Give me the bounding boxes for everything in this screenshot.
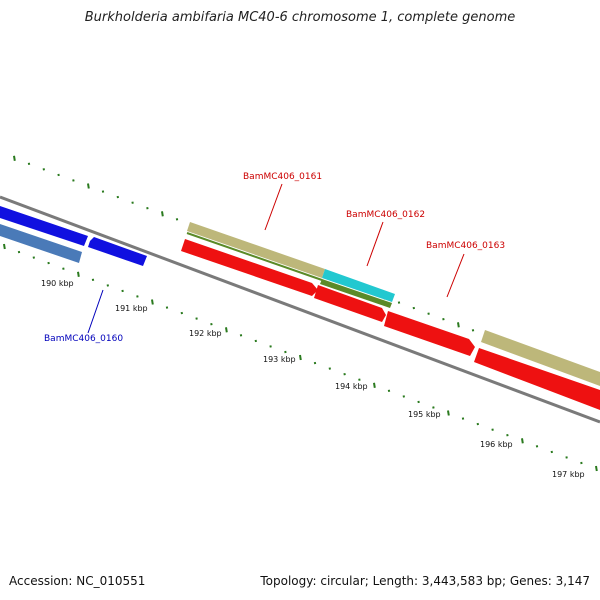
gene-feature-red-2[interactable] bbox=[314, 285, 386, 322]
gene-labels: BamMC406_0161 BamMC406_0162 BamMC406_016… bbox=[44, 172, 505, 344]
leader-0161 bbox=[264, 183, 283, 231]
lower-tick bbox=[77, 271, 80, 277]
gene-feature-blue-2[interactable] bbox=[88, 237, 147, 266]
scale-label-190: 190 kbp bbox=[41, 279, 74, 288]
upper-tick bbox=[13, 155, 16, 161]
gene-feature-olive[interactable] bbox=[320, 279, 392, 308]
gene-label-0162[interactable]: BamMC406_0162 bbox=[346, 210, 425, 220]
gene-feature-red-3[interactable] bbox=[384, 311, 475, 356]
scale-label-194: 194 kbp bbox=[335, 382, 368, 391]
gene-features bbox=[0, 206, 600, 410]
lower-tick bbox=[595, 465, 598, 472]
scale-label-191: 191 kbp bbox=[115, 304, 148, 313]
lower-tick bbox=[373, 382, 376, 388]
lower-tick bbox=[151, 299, 154, 305]
lower-tick bbox=[521, 438, 524, 444]
gene-feature-steel[interactable] bbox=[0, 224, 82, 263]
gene-label-0163[interactable]: BamMC406_0163 bbox=[426, 241, 505, 251]
lower-tick bbox=[3, 243, 6, 250]
leader-0163 bbox=[446, 253, 465, 298]
genome-backbone bbox=[0, 195, 600, 424]
upper-tick bbox=[457, 322, 460, 328]
lower-tick-track bbox=[3, 243, 598, 472]
scale-label-196: 196 kbp bbox=[480, 440, 513, 449]
upper-tick bbox=[161, 211, 164, 217]
gene-feature-blue-1[interactable] bbox=[0, 206, 88, 246]
upper-tick bbox=[87, 183, 90, 189]
accession-text: Accession: NC_010551 bbox=[9, 574, 146, 588]
gene-feature-red-1[interactable] bbox=[181, 239, 318, 296]
lower-tick bbox=[299, 354, 302, 361]
scale-labels: 190 kbp 191 kbp 192 kbp 193 kbp 194 kbp … bbox=[41, 279, 585, 479]
gene-label-0161[interactable]: BamMC406_0161 bbox=[243, 172, 322, 182]
scale-label-193: 193 kbp bbox=[263, 355, 296, 364]
genome-title: Burkholderia ambifaria MC40-6 chromosome… bbox=[84, 10, 516, 25]
lower-tick bbox=[225, 327, 228, 333]
gene-feature-red-4[interactable] bbox=[474, 348, 600, 410]
scale-label-195: 195 kbp bbox=[408, 410, 441, 419]
genome-summary-text: Topology: circular; Length: 3,443,583 bp… bbox=[260, 574, 590, 588]
gene-label-0160[interactable]: BamMC406_0160 bbox=[44, 334, 123, 344]
leader-0162 bbox=[366, 221, 384, 267]
gene-feature-khaki-1[interactable] bbox=[187, 222, 325, 278]
leader-0160 bbox=[87, 289, 104, 334]
scale-label-197: 197 kbp bbox=[552, 470, 585, 479]
gene-feature-khaki-2[interactable] bbox=[481, 330, 600, 386]
lower-tick bbox=[447, 410, 450, 416]
gene-feature-khaki-1-edge bbox=[186, 232, 323, 281]
scale-label-192: 192 kbp bbox=[189, 329, 222, 338]
gene-feature-cyan[interactable] bbox=[322, 269, 395, 302]
